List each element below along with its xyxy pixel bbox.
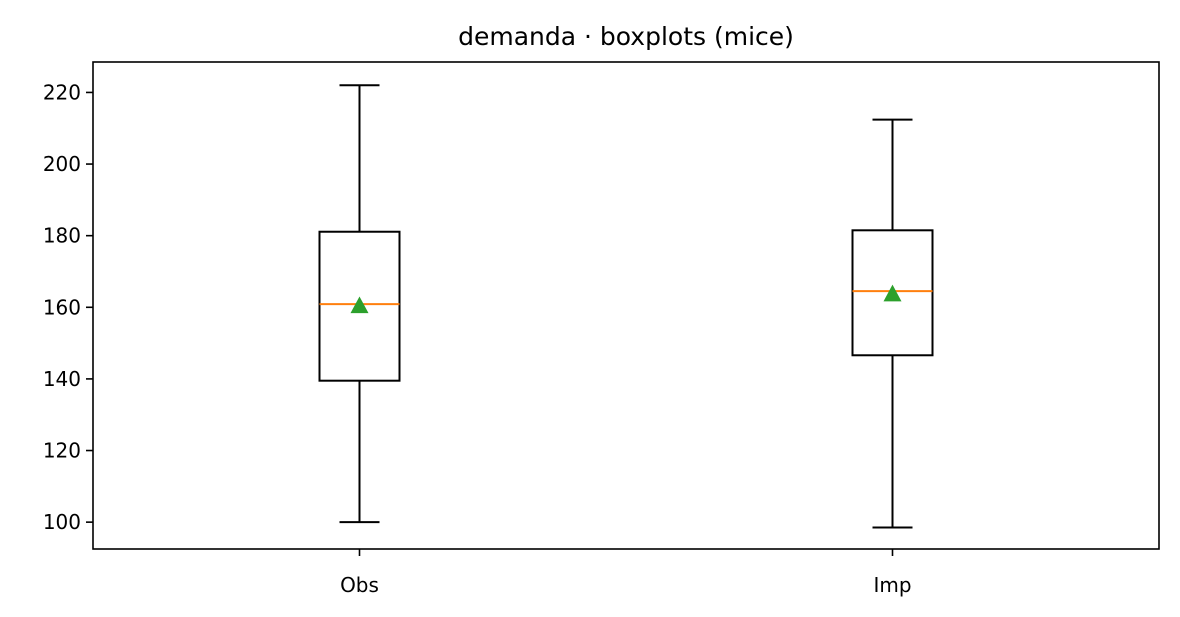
y-axis: 100 120 140 160 180 200 220 (43, 80, 93, 534)
plot-frame (92, 61, 1160, 550)
y-tick-label: 160 (43, 295, 81, 319)
iqr-box (851, 229, 934, 357)
mean-marker (883, 284, 902, 302)
x-tick-label: Obs (340, 573, 379, 597)
y-tick-label: 180 (43, 224, 81, 248)
iqr-box (318, 230, 401, 382)
y-tick-label: 220 (43, 80, 81, 104)
y-tick-label: 200 (43, 152, 81, 176)
box-imp (851, 118, 934, 529)
x-axis: Obs Imp (340, 549, 912, 597)
chart-title: demanda · boxplots (mice) (458, 22, 794, 51)
plot-area (318, 84, 934, 529)
x-tick-label: Imp (873, 573, 911, 597)
y-tick-label: 120 (43, 439, 81, 463)
mean-marker (350, 296, 369, 314)
y-tick-label: 140 (43, 367, 81, 391)
y-tick-label: 100 (43, 510, 81, 534)
box-obs (318, 84, 401, 524)
